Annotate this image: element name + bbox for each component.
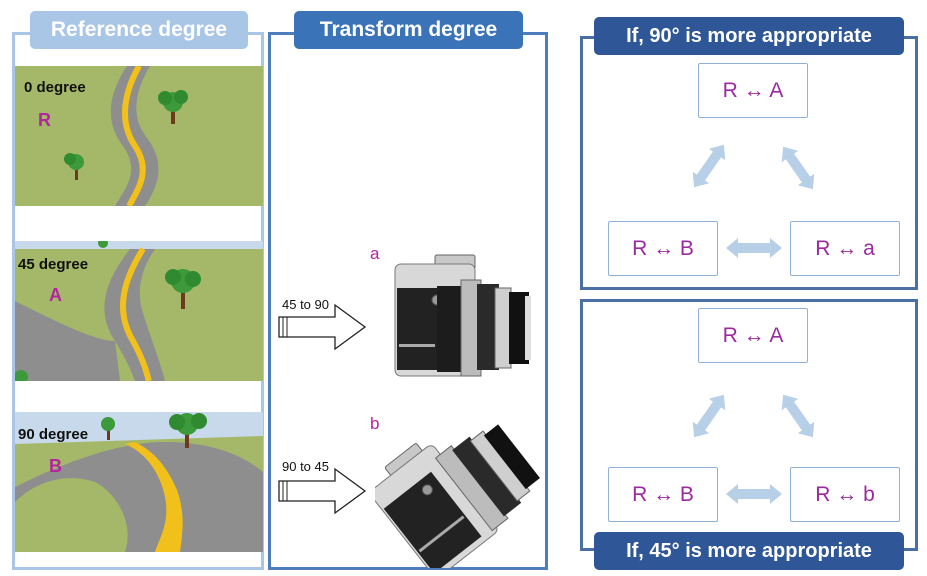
degree-label-45: 45 degree bbox=[18, 256, 89, 273]
tree-icon bbox=[101, 417, 115, 440]
relation-r-a-bottom: R ↔ A bbox=[698, 308, 808, 363]
if-45-header: If, 45° is more appropriate bbox=[594, 532, 904, 570]
relation-arrows-top bbox=[692, 144, 815, 258]
tree-icon bbox=[165, 269, 201, 309]
relation-r-b-bottom: R ↔ B bbox=[608, 467, 718, 522]
road-image-0deg bbox=[15, 66, 263, 206]
relation-r-a-top: R ↔ A bbox=[698, 63, 808, 118]
letter-r: R bbox=[38, 110, 51, 130]
degree-label-0: 0 degree bbox=[24, 79, 86, 96]
relation-arrows-bottom bbox=[692, 394, 815, 504]
transform-arrow-1 bbox=[278, 303, 367, 351]
tree-icon bbox=[158, 90, 188, 124]
tree-icon bbox=[169, 413, 207, 448]
degree-label-90: 90 degree bbox=[18, 426, 89, 443]
letter-b: B bbox=[49, 456, 62, 476]
camera-icon-b bbox=[375, 424, 540, 568]
camera-label-a: a bbox=[370, 244, 380, 263]
arrow-label-1: 45 to 90 bbox=[282, 297, 329, 312]
road-image-45deg bbox=[15, 241, 263, 381]
if-90-header: If, 90° is more appropriate bbox=[594, 17, 904, 55]
relation-r-a-lower-top: R ↔ a bbox=[790, 221, 900, 276]
letter-a: A bbox=[49, 285, 62, 305]
camera-label-b: b bbox=[370, 414, 380, 433]
arrow-label-2: 90 to 45 bbox=[282, 459, 329, 474]
transform-arrow-2 bbox=[278, 467, 367, 515]
tree-icon bbox=[64, 153, 84, 180]
reference-header: Reference degree bbox=[30, 11, 248, 49]
camera-icon-a bbox=[394, 254, 531, 377]
relation-r-b-top: R ↔ B bbox=[608, 221, 718, 276]
transform-header: Transform degree bbox=[294, 11, 523, 49]
road-image-90deg bbox=[15, 412, 263, 552]
relation-r-b-lower-bottom: R ↔ b bbox=[790, 467, 900, 522]
